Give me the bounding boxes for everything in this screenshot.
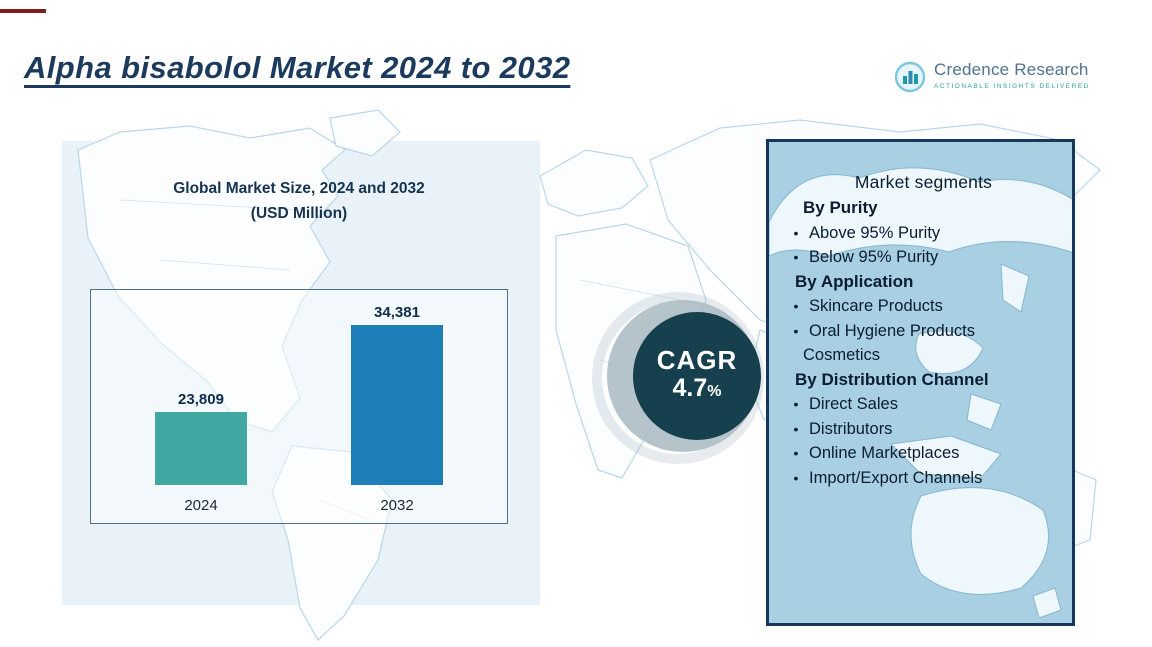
bullet-icon: • bbox=[793, 298, 799, 314]
segment-item-oral-hygiene: • Oral Hygiene Products bbox=[783, 319, 1064, 344]
bar-group-2024: 23,809 bbox=[155, 391, 247, 485]
segment-item-label: Distributors bbox=[809, 419, 893, 438]
bar-2024 bbox=[155, 412, 247, 485]
bullet-icon: • bbox=[793, 249, 799, 265]
bullet-icon: • bbox=[793, 469, 799, 486]
bar-chart-plot-area: 23,809 34,381 bbox=[91, 290, 507, 485]
chart-title-line1: Global Market Size, 2024 and 2032 bbox=[173, 180, 425, 197]
panel-map-decoration bbox=[769, 167, 1072, 619]
segment-item-label: Skincare Products bbox=[809, 297, 943, 315]
segment-item-import-export: • Import/Export Channels bbox=[783, 466, 1064, 491]
brand-tagline: Actionable Insights Delivered bbox=[934, 83, 1090, 90]
bar-chart: 23,809 34,381 2024 2032 bbox=[90, 289, 508, 524]
top-accent-line bbox=[0, 9, 46, 13]
x-axis-label-2024: 2024 bbox=[184, 497, 218, 514]
segment-heading-purity: By Purity bbox=[803, 198, 878, 217]
segments-title: Market segments bbox=[854, 172, 993, 192]
bar-value-2032: 34,381 bbox=[374, 304, 420, 321]
bullet-icon: • bbox=[793, 322, 799, 339]
segment-item-label: Oral Hygiene Products bbox=[809, 321, 975, 340]
segment-item-label: Below 95% Purity bbox=[809, 248, 939, 266]
bullet-icon: • bbox=[793, 396, 799, 412]
brand-name: Credence Research bbox=[934, 60, 1089, 79]
page-title: Alpha bisabolol Market 2024 to 2032 bbox=[24, 50, 571, 85]
segment-item-online-marketplaces: • Online Marketplaces bbox=[783, 441, 1064, 466]
cagr-value: 4.7 bbox=[672, 374, 708, 402]
bar-2032 bbox=[351, 325, 443, 485]
brand-logo: Credence Research Actionable Insights De… bbox=[893, 60, 1090, 94]
market-segments-panel: Market segments By Purity • Above 95% Pu… bbox=[766, 139, 1075, 626]
segment-item-cosmetics: • Cosmetics bbox=[783, 343, 1064, 368]
segment-item-direct-sales: • Direct Sales bbox=[783, 392, 1064, 417]
segment-item-above-95: • Above 95% Purity bbox=[783, 221, 1064, 246]
cagr-label: CAGR bbox=[656, 345, 738, 375]
segment-item-below-95: • Below 95% Purity bbox=[783, 245, 1064, 270]
bullet-icon: • bbox=[793, 224, 799, 241]
segment-item-label: Cosmetics bbox=[803, 346, 881, 364]
credence-logo-icon bbox=[894, 61, 926, 93]
segment-item-distributors: • Distributors bbox=[783, 417, 1064, 442]
chart-title: Global Market Size, 2024 and 2032 (USD M… bbox=[90, 176, 508, 226]
segment-item-label: Online Marketplaces bbox=[809, 444, 960, 462]
bullet-icon: • bbox=[793, 445, 799, 461]
x-axis-label-2032: 2032 bbox=[380, 497, 414, 514]
chart-title-line2: (USD Million) bbox=[250, 205, 348, 222]
segment-item-label: Direct Sales bbox=[809, 395, 898, 413]
cagr-unit: % bbox=[707, 383, 722, 400]
segment-heading-application: By Application bbox=[795, 271, 914, 291]
segments-list: Market segments By Purity • Above 95% Pu… bbox=[769, 142, 1072, 490]
segment-heading-distribution: By Distribution Channel bbox=[795, 369, 989, 389]
bullet-icon: • bbox=[793, 420, 799, 437]
segment-item-label: Above 95% Purity bbox=[809, 223, 941, 242]
segment-item-skincare: • Skincare Products bbox=[783, 294, 1064, 319]
bar-group-2032: 34,381 bbox=[351, 304, 443, 485]
bar-value-2024: 23,809 bbox=[178, 391, 224, 408]
cagr-circle: CAGR 4.7% bbox=[633, 312, 761, 440]
cagr-value-row: 4.7% bbox=[673, 374, 722, 406]
segment-item-label: Import/Export Channels bbox=[809, 468, 983, 487]
